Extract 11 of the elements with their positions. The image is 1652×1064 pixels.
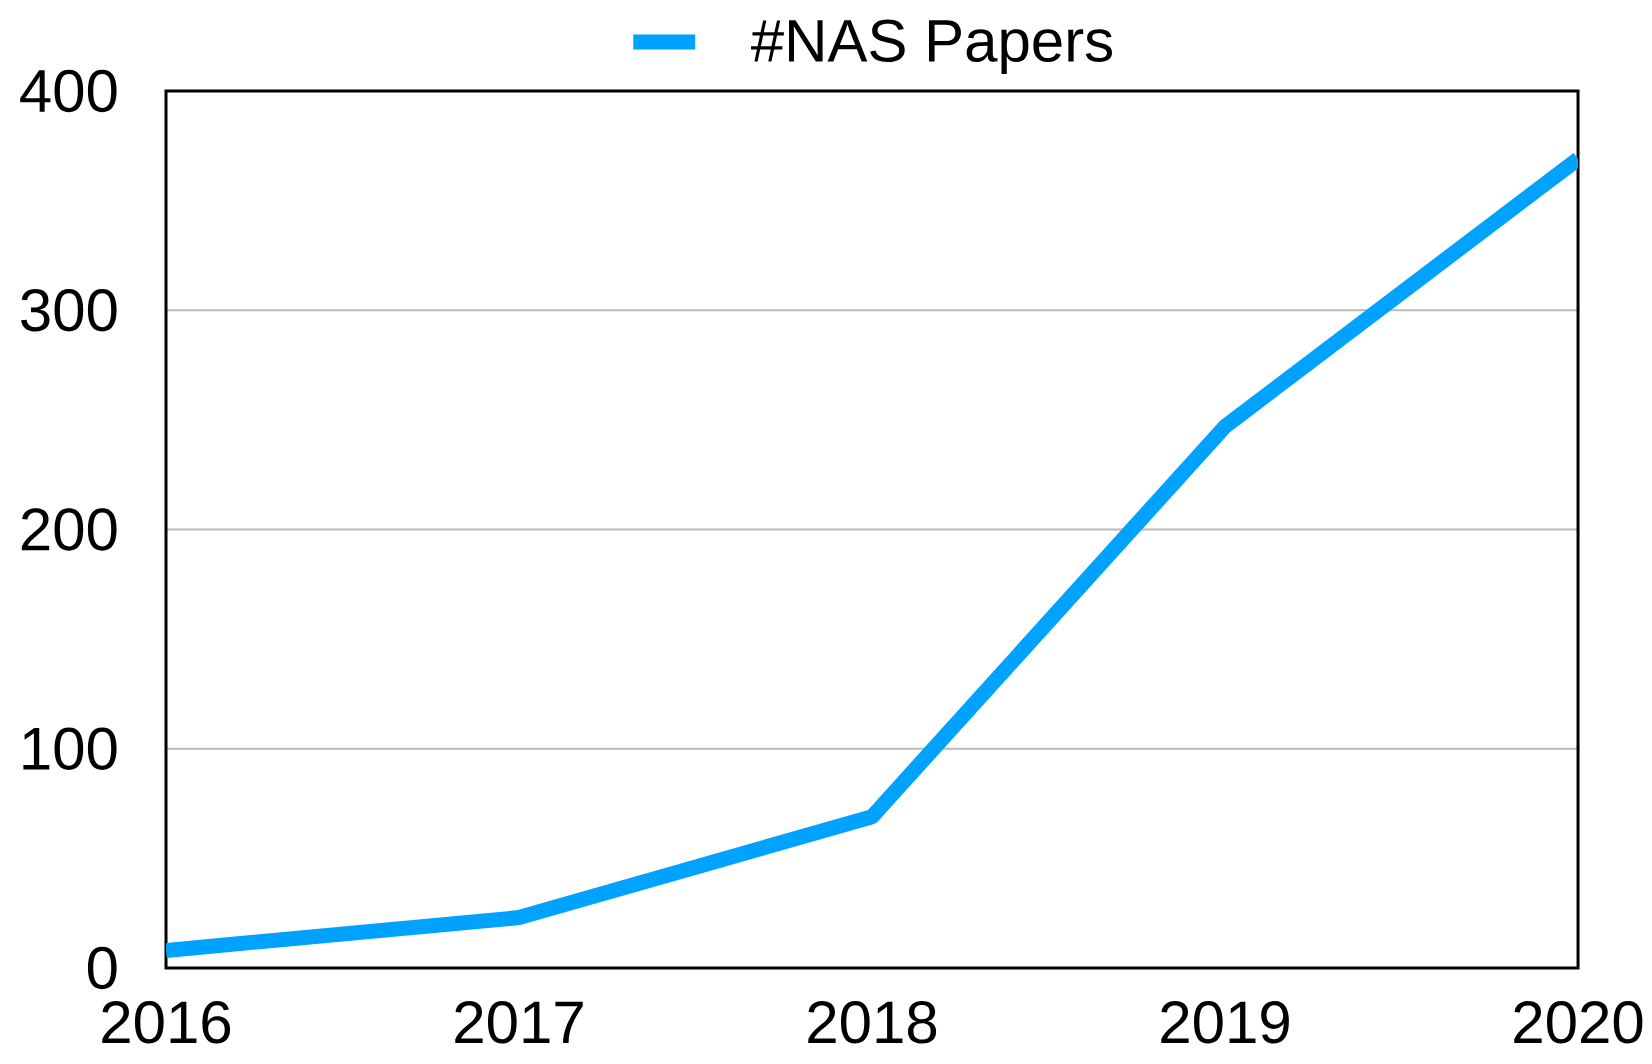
y-tick-label: 100	[23, 727, 117, 770]
x-tick-label: 2018	[808, 1001, 937, 1044]
x-tick-label: 2019	[1161, 1001, 1289, 1044]
x-tick-label: 2020	[1514, 1001, 1643, 1044]
x-tick-label: 2017	[455, 1001, 583, 1044]
y-tick-label: 0	[87, 946, 117, 990]
y-tick-label: 400	[20, 69, 117, 113]
legend-label: #NAS Papers	[751, 19, 1112, 74]
x-tick-label: 2016	[102, 1001, 231, 1044]
y-tick-label: 300	[21, 289, 117, 332]
y-tick-label: 200	[21, 508, 117, 551]
